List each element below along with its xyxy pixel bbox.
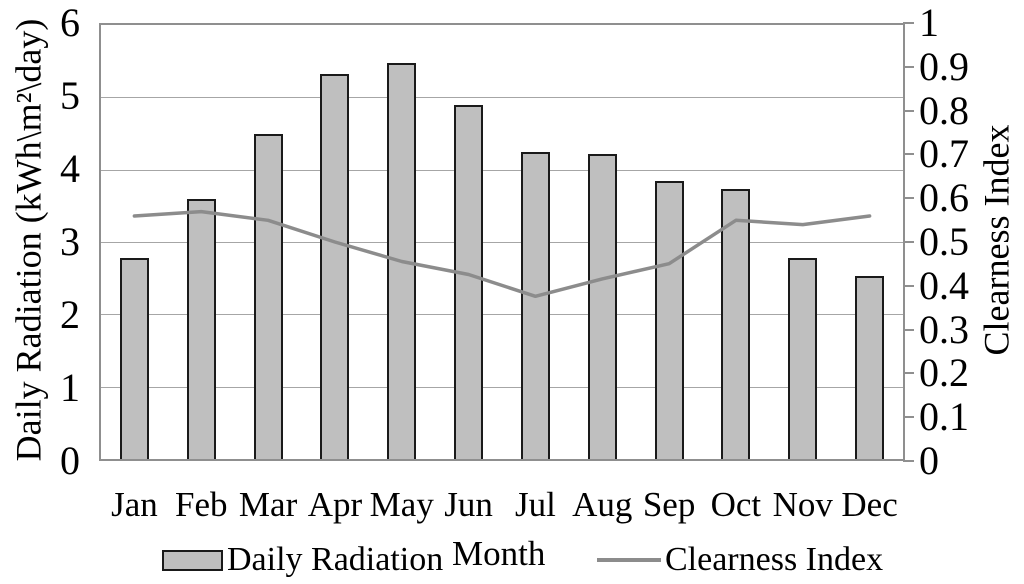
bar-aug [587,154,617,459]
x-axis-label-mar: Mar [238,485,298,524]
left-axis-tick-label: 4 [60,146,80,191]
right-axis-tick-label: 0.7 [919,131,969,177]
bar-dec [855,276,885,459]
x-axis-label-apr: Apr [307,485,363,524]
gridline [101,169,903,171]
right-axis-tick-mark [903,372,914,375]
bar-mar [253,133,283,459]
left-axis-tick-label: 2 [60,292,80,337]
bar-swatch-icon [162,549,223,571]
legend-item-clearness-index: Clearness Index [597,543,883,577]
legend-item-daily-radiation: Daily Radiation [162,543,443,577]
right-axis-tick-mark [903,284,914,287]
right-axis-tick-label: 0.4 [919,262,969,308]
right-axis-tick-label: 0.6 [919,175,969,221]
gridline [101,314,903,316]
bar-sep [654,180,684,459]
x-axis-label-dec: Dec [841,485,898,524]
legend-label-daily-radiation: Daily Radiation [227,541,444,578]
right-axis-title: Clearness Index [972,0,1020,480]
right-axis-tick-label: 0.5 [919,219,969,264]
x-axis-label-nov: Nov [772,485,833,524]
x-axis-label-jul: Jul [514,485,556,524]
right-axis-tick-mark [903,416,914,419]
right-axis-tick-mark [903,153,914,156]
x-axis-label-aug: Aug [572,485,633,524]
line-swatch-icon [597,558,661,562]
bar-jul [520,151,550,459]
right-axis-tick-label: 0 [919,438,939,483]
x-axis-label-feb: Feb [175,485,228,524]
x-axis-label-sep: Sep [642,485,696,524]
x-axis-label-may: May [369,485,434,524]
right-axis-tick-mark [903,241,914,243]
bar-nov [788,257,818,459]
left-axis-tick-label: 5 [60,73,80,118]
right-axis-title-text: Clearness Index [976,124,1016,356]
right-axis-tick-label: 0.3 [919,306,969,352]
right-axis-tick-label: 0.2 [919,350,969,396]
right-axis-tick-mark [903,65,914,68]
right-axis-tick-mark [903,109,914,112]
right-axis-tick-label: 0.8 [919,87,969,133]
x-axis-label-jan: Jan [111,485,158,524]
right-axis-tick-mark [903,22,914,24]
left-axis-tick-label: 1 [60,365,80,410]
right-axis-tick-label: 1 [919,0,939,45]
bar-feb [186,198,216,459]
right-axis-tick-mark [903,328,914,331]
gridline [101,97,903,99]
bar-jun [454,104,484,459]
plot-area [99,23,905,461]
left-axis-tick-label: 3 [60,219,80,264]
right-axis-tick-mark [903,460,914,462]
clearness-index-polyline [132,209,872,299]
legend-label-clearness-index: Clearness Index [665,541,884,578]
x-axis-label-jun: Jun [444,485,493,524]
gridline [101,242,903,243]
right-axis-tick-label: 0.9 [919,43,969,89]
bar-oct [721,189,751,459]
bar-apr [320,74,350,459]
right-axis-tick-label: 0.1 [919,394,969,440]
x-axis-label-oct: Oct [710,485,762,524]
x-axis-title: Month [452,534,546,573]
clearness-index-line [132,209,872,299]
left-axis-tick-label: 6 [60,0,80,45]
right-axis-tick-mark [903,197,914,200]
gridline [101,386,903,388]
bar-jan [119,257,149,459]
left-axis-tick-label: 0 [60,438,80,483]
